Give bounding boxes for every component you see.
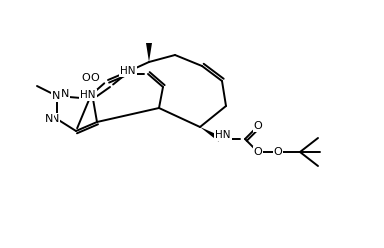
Text: N: N — [45, 114, 53, 124]
Text: O: O — [274, 147, 282, 157]
Text: O: O — [82, 73, 90, 83]
Text: N: N — [61, 89, 70, 99]
Polygon shape — [146, 43, 152, 62]
Text: O: O — [253, 147, 262, 157]
Text: HN: HN — [80, 90, 96, 100]
Polygon shape — [200, 127, 222, 142]
Text: HN: HN — [215, 130, 231, 140]
Text: O: O — [91, 73, 99, 83]
Text: N: N — [51, 114, 59, 124]
Text: O: O — [253, 121, 262, 131]
Text: N: N — [52, 91, 60, 101]
Text: HN: HN — [120, 66, 136, 76]
